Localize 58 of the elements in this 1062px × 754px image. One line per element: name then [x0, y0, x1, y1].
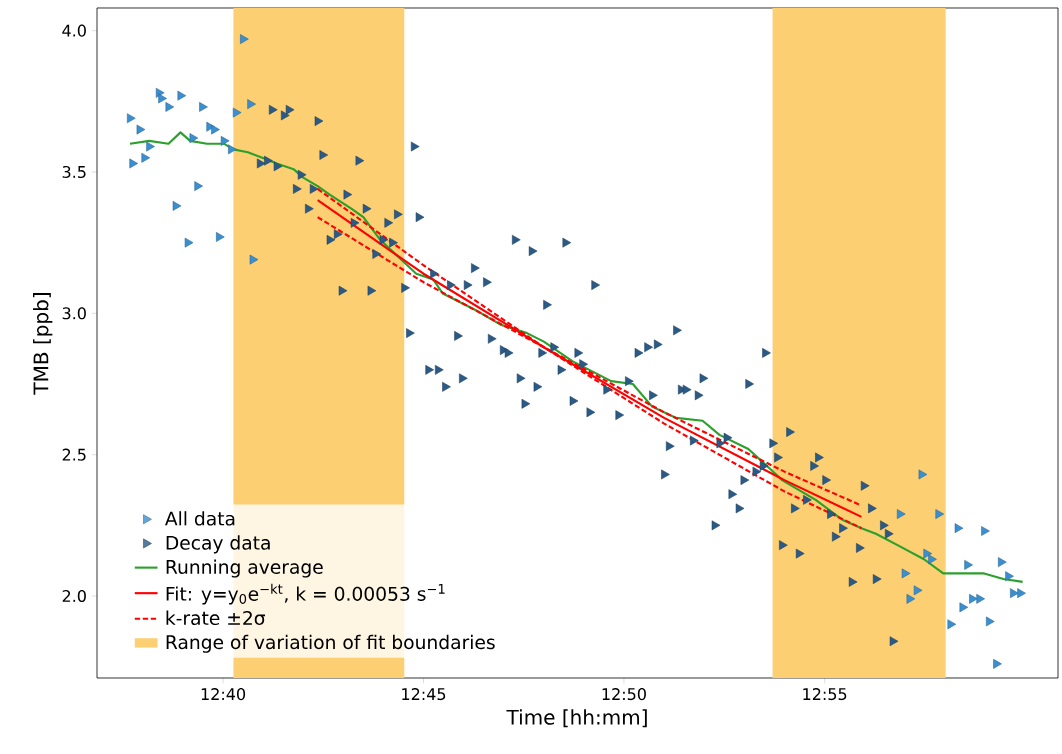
point	[901, 568, 911, 579]
point	[896, 509, 906, 519]
point	[981, 526, 990, 536]
point	[249, 254, 259, 265]
y-axis-title: TMB [ppb]	[33, 293, 53, 395]
point	[136, 124, 146, 135]
point	[913, 585, 923, 596]
x-tick-label: 12:50	[602, 688, 646, 701]
x-axis-title: Time [hh:mm]	[506, 709, 647, 728]
point	[172, 201, 182, 211]
point	[240, 34, 249, 44]
point	[1005, 571, 1014, 582]
point	[189, 133, 199, 143]
point	[158, 93, 167, 104]
point	[228, 144, 237, 155]
legend-label: k-rate ±2σ	[166, 610, 266, 626]
point	[184, 237, 194, 248]
legend-label: Decay data	[166, 535, 270, 554]
point	[247, 99, 256, 109]
point	[199, 102, 208, 112]
legend-label: All data	[165, 511, 235, 526]
point	[959, 602, 969, 613]
band-label: Range of variation of fit boundaries	[166, 634, 495, 653]
point	[1017, 588, 1026, 599]
y-tick-label: 2.5	[62, 448, 86, 461]
point	[928, 554, 937, 565]
point	[969, 593, 978, 604]
point	[216, 232, 225, 242]
point	[232, 107, 242, 118]
point	[129, 158, 138, 169]
y-tick-label: 3.0	[62, 307, 86, 320]
point	[141, 152, 151, 163]
point	[211, 124, 220, 135]
point	[935, 509, 945, 519]
point	[947, 619, 957, 630]
point	[986, 616, 995, 627]
y-tick-label: 4.0	[62, 24, 86, 37]
point	[976, 593, 985, 604]
legend-label: Running average	[166, 559, 323, 578]
point	[165, 102, 175, 112]
point	[964, 560, 973, 570]
legend-label: Fit: y=y$_{0}$e$^{−kt}$, k = 0.00053 s$^{−1}$	[166, 583, 445, 605]
x-tick-label: 12:40	[201, 688, 246, 701]
x-tick-label: 12:45	[402, 688, 446, 701]
y-tick-label: 2.0	[62, 589, 86, 603]
point	[220, 135, 230, 146]
point	[146, 141, 155, 152]
point	[918, 469, 928, 480]
point	[954, 523, 964, 534]
y-tick-label: 3.5	[62, 165, 86, 179]
x-tick-label: 12:55	[803, 688, 847, 701]
point	[127, 113, 136, 124]
point	[177, 90, 187, 101]
point	[906, 593, 916, 604]
point	[194, 181, 203, 191]
point	[1010, 588, 1019, 599]
point	[998, 557, 1007, 567]
point	[993, 658, 1002, 669]
